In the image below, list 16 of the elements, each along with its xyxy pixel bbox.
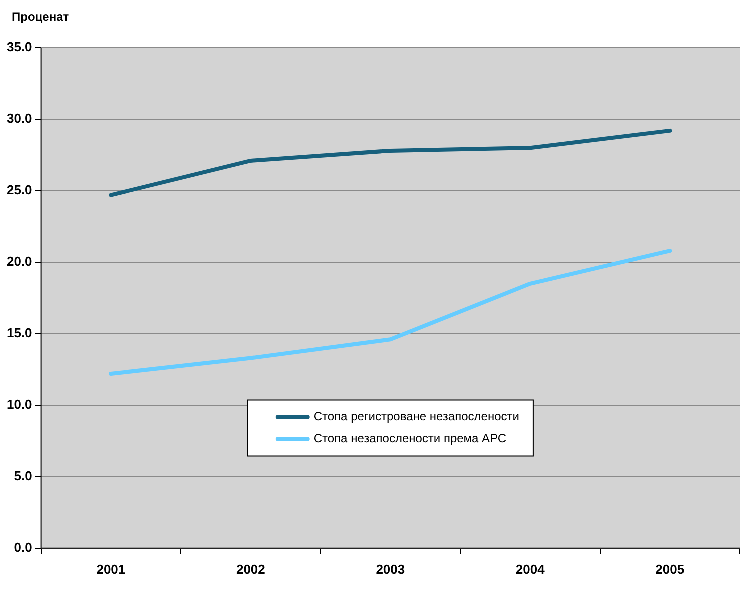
x-tick-label: 2003 (376, 562, 406, 577)
x-tick-label: 2002 (236, 562, 266, 577)
x-tick-label: 2001 (96, 562, 126, 577)
y-tick-label: 35.0 (6, 40, 32, 55)
y-tick-label: 0.0 (14, 540, 32, 555)
y-tick-label: 20.0 (6, 254, 32, 270)
legend-label: Стопа незапослености према АРС (314, 432, 507, 446)
y-tick-label: 15.0 (6, 326, 32, 341)
y-tick-label: 5.0 (14, 468, 32, 484)
x-tick-label: 2004 (516, 562, 546, 577)
x-tick-label: 2005 (656, 562, 685, 577)
y-tick-label: 25.0 (6, 182, 32, 198)
y-tick-label: 10.0 (6, 397, 32, 412)
y-axis-title: Проценат (12, 10, 70, 24)
y-tick-label: 30.0 (6, 111, 32, 126)
legend-label: Стопа регистроване незапослености (314, 410, 520, 424)
